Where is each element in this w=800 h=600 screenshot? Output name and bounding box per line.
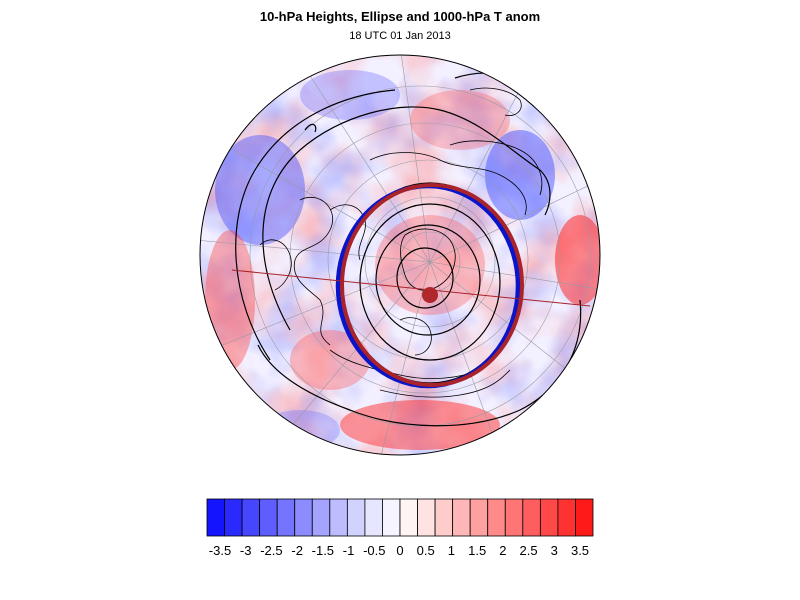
colorbar-swatch [364, 498, 383, 537]
colorbar-tick-label: -3 [239, 543, 252, 558]
colorbar-tick-label: -0.5 [363, 543, 386, 558]
colorbar-tick-label: -2 [291, 543, 303, 558]
colorbar-tick-label: -2.5 [260, 543, 283, 558]
colorbar-swatch [539, 498, 559, 537]
colorbar-swatch [276, 498, 296, 537]
colorbar-swatch [487, 498, 506, 537]
colorbar-tick-label: 1.5 [468, 543, 487, 558]
colorbar-swatch [346, 498, 366, 537]
page-title: 10-hPa Heights, Ellipse and 1000-hPa T a… [259, 9, 541, 24]
colorbar-tick-label: -1.5 [311, 543, 335, 558]
graticule [200, 55, 600, 455]
height-contours [235, 72, 582, 427]
vortex-center-marker [422, 287, 438, 303]
colorbar-tick-label: 3 [550, 543, 558, 558]
colorbar-tick-label: 1 [447, 543, 456, 558]
colorbar-swatch [311, 498, 331, 537]
colorbar-swatch [399, 498, 418, 537]
coastlines [259, 87, 543, 398]
globe-outline [199, 54, 601, 456]
ellipse-major-axis [231, 269, 591, 307]
colorbar-swatch [575, 498, 594, 537]
colorbar-tick-label: 0.5 [416, 543, 435, 558]
colorbar-tick-label: 2.5 [519, 543, 538, 558]
colorbar-swatch [259, 498, 278, 537]
temperature-anomaly-field [200, 55, 600, 455]
colorbar-swatch [434, 498, 454, 537]
colorbar-swatch [522, 498, 541, 537]
colorbar-tick-label: -3.5 [208, 543, 232, 558]
colorbar-swatch [417, 498, 436, 537]
colorbar-tick-label: 2 [499, 543, 507, 558]
colorbar-swatch [241, 498, 261, 537]
colorbar-swatch [557, 498, 576, 537]
colorbar-tick-label: 0 [396, 543, 404, 558]
colorbar-swatch [206, 498, 225, 537]
colorbar-tick-label: 3.5 [570, 543, 590, 558]
colorbar-swatch [469, 498, 489, 537]
colorbar-swatch [382, 498, 401, 537]
valid-time-subtitle: 18 UTC 01 Jan 2013 [349, 30, 451, 42]
colorbar-swatch [224, 498, 243, 537]
colorbar-swatch [294, 498, 313, 537]
colorbar-swatch [504, 498, 524, 537]
colorbar-swatch [329, 498, 348, 537]
colorbar-swatch [452, 498, 471, 537]
vortex-ellipse-red [340, 183, 524, 387]
colorbar-tick-label: -1 [342, 543, 355, 558]
